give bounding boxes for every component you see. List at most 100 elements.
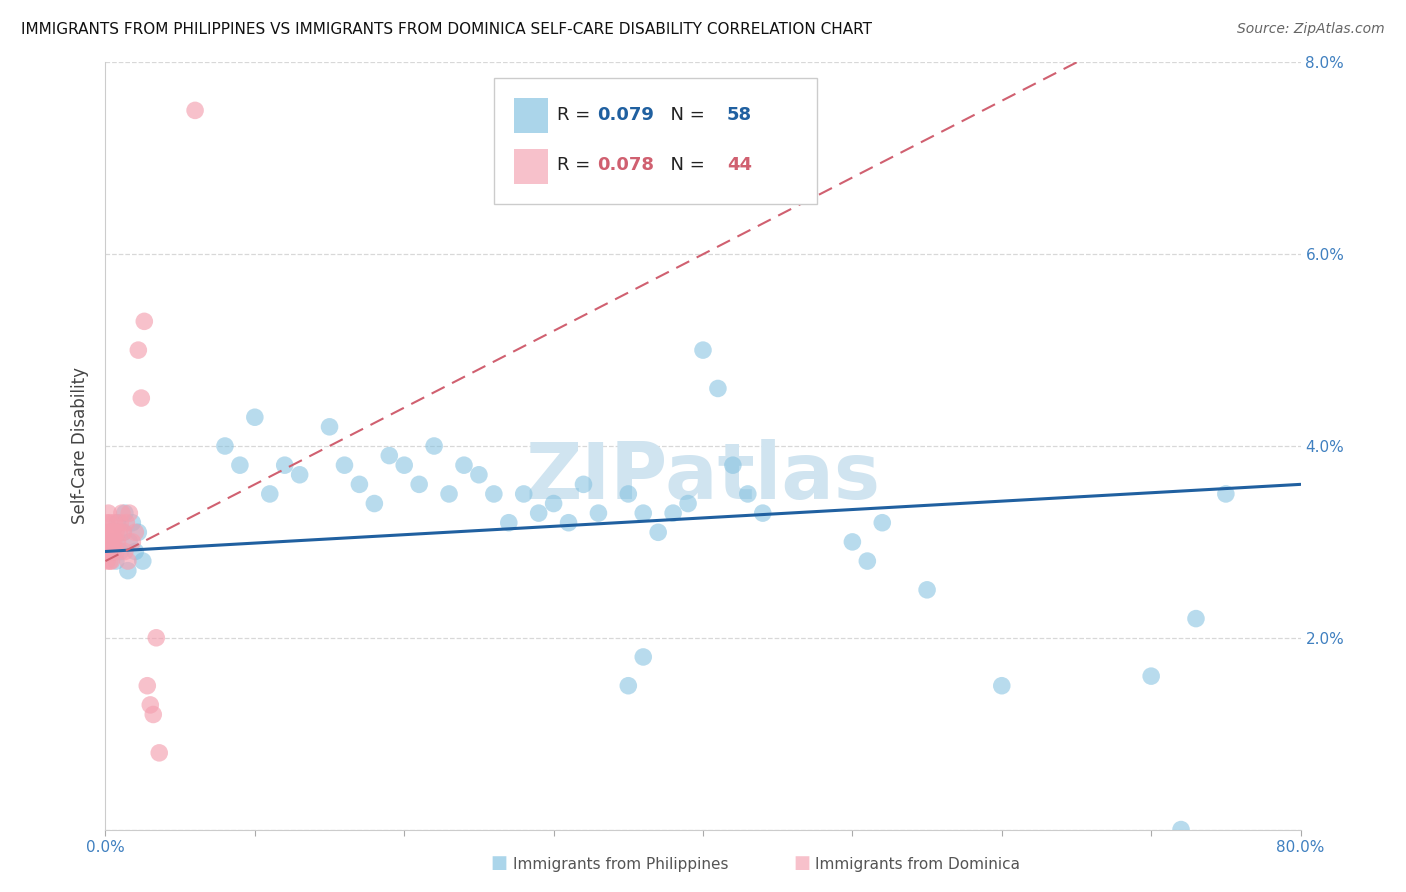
Text: ■: ■: [491, 855, 508, 872]
Point: [100, 535, 122, 549]
Point: [112, 525, 135, 540]
Point: [127, 343, 149, 357]
Point: [408, 477, 430, 491]
Point: [737, 487, 759, 501]
Point: [633, 649, 655, 664]
Point: [707, 382, 730, 396]
Point: [349, 477, 371, 491]
Point: [288, 467, 311, 482]
Point: [98, 525, 121, 540]
Point: [110, 516, 132, 530]
Y-axis label: Self-Care Disability: Self-Care Disability: [72, 368, 90, 524]
Point: [115, 516, 138, 530]
Point: [617, 487, 640, 501]
FancyBboxPatch shape: [515, 149, 548, 184]
Point: [100, 554, 122, 568]
Point: [101, 525, 124, 540]
Point: [468, 467, 491, 482]
Point: [118, 535, 141, 549]
Point: [394, 458, 416, 473]
Text: N =: N =: [659, 105, 710, 124]
Point: [1215, 487, 1237, 501]
Point: [98, 554, 121, 568]
Point: [1170, 822, 1192, 837]
Point: [915, 582, 938, 597]
Text: ■: ■: [793, 855, 810, 872]
Point: [543, 496, 565, 510]
Point: [145, 631, 167, 645]
Point: [107, 516, 129, 530]
Point: [98, 535, 121, 549]
Point: [97, 525, 120, 540]
Text: Immigrants from Philippines: Immigrants from Philippines: [513, 857, 728, 872]
Point: [129, 391, 153, 405]
Point: [229, 458, 252, 473]
Point: [100, 525, 122, 540]
Point: [318, 419, 340, 434]
Point: [1140, 669, 1163, 683]
Point: [132, 554, 155, 568]
Point: [127, 525, 149, 540]
Point: [96, 516, 118, 530]
Text: ZIPatlas: ZIPatlas: [526, 439, 880, 515]
Point: [184, 103, 207, 118]
Point: [121, 535, 143, 549]
Point: [588, 506, 610, 520]
Point: [98, 544, 121, 558]
Point: [273, 458, 295, 473]
Point: [96, 535, 118, 549]
Point: [243, 410, 266, 425]
Point: [114, 544, 136, 558]
Text: Source: ZipAtlas.com: Source: ZipAtlas.com: [1237, 22, 1385, 37]
Point: [647, 525, 669, 540]
Point: [117, 564, 139, 578]
FancyBboxPatch shape: [515, 98, 548, 133]
Point: [101, 544, 124, 558]
Point: [841, 535, 863, 549]
Point: [856, 554, 879, 568]
Point: [423, 439, 446, 453]
Point: [107, 535, 129, 549]
Point: [96, 554, 118, 568]
Point: [333, 458, 356, 473]
Point: [117, 554, 139, 568]
Point: [103, 535, 125, 549]
Point: [142, 707, 165, 722]
Point: [692, 343, 714, 357]
Point: [110, 544, 132, 558]
Point: [124, 525, 146, 540]
Point: [108, 525, 131, 540]
Point: [378, 449, 401, 463]
Point: [482, 487, 505, 501]
Point: [103, 516, 125, 530]
Point: [104, 554, 127, 568]
Point: [104, 525, 127, 540]
Point: [104, 544, 127, 558]
Point: [98, 516, 121, 530]
Point: [498, 516, 520, 530]
Point: [97, 506, 120, 520]
Point: [214, 439, 236, 453]
Point: [101, 535, 124, 549]
Point: [513, 487, 536, 501]
Point: [990, 679, 1012, 693]
Point: [453, 458, 475, 473]
Point: [101, 535, 124, 549]
Point: [97, 544, 120, 558]
Point: [437, 487, 460, 501]
Point: [617, 679, 640, 693]
Point: [148, 746, 170, 760]
Text: R =: R =: [557, 105, 596, 124]
Point: [572, 477, 595, 491]
Point: [527, 506, 550, 520]
Point: [557, 516, 579, 530]
Point: [97, 535, 120, 549]
Point: [121, 516, 143, 530]
FancyBboxPatch shape: [494, 78, 817, 204]
Point: [112, 525, 135, 540]
Text: 0.079: 0.079: [596, 105, 654, 124]
Text: 0.078: 0.078: [596, 156, 654, 174]
Point: [118, 506, 141, 520]
Point: [633, 506, 655, 520]
Point: [751, 506, 773, 520]
